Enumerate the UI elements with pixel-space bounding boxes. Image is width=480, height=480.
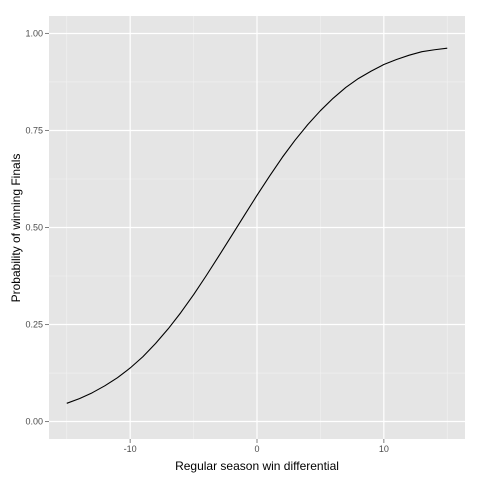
- x-tick-label: 10: [379, 444, 389, 454]
- series-layer: [66, 47, 448, 404]
- y-axis-title: Probability of winning Finals: [9, 154, 23, 303]
- y-tick-label: 1.00: [25, 28, 43, 38]
- x-axis-ticks: -10 0 10: [124, 439, 389, 454]
- x-tick-label: -10: [124, 444, 137, 454]
- y-axis-ticks: 0.00 0.25 0.50 0.75 1.00: [25, 28, 49, 427]
- x-tick-label: 0: [254, 444, 259, 454]
- y-tick-label: 0.00: [25, 417, 43, 427]
- y-tick-label: 0.50: [25, 223, 43, 233]
- grid-major: [49, 16, 465, 439]
- series-line: [66, 47, 448, 404]
- y-tick-label: 0.25: [25, 320, 43, 330]
- x-axis-title: Regular season win differential: [175, 459, 339, 473]
- y-tick-label: 0.75: [25, 125, 43, 135]
